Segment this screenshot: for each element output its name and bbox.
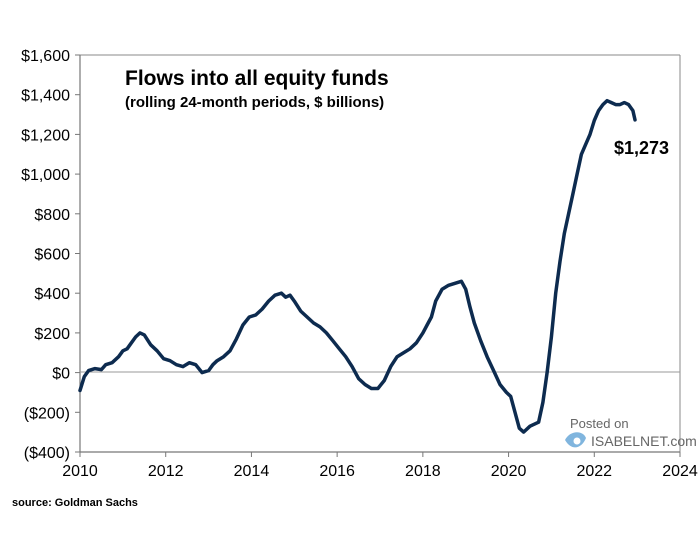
last-value-annotation: $1,273	[614, 138, 669, 158]
y-tick-label: $800	[34, 207, 70, 224]
x-tick-label: 2010	[62, 463, 98, 480]
x-tick-label: 2012	[148, 463, 184, 480]
x-tick-label: 2014	[234, 463, 270, 480]
series-line-equity-flows	[78, 98, 637, 434]
x-axis-ticks: 2010 2012 2014 2016 2018 2020 2022 2024	[62, 452, 698, 480]
x-tick-label: 2024	[662, 463, 698, 480]
y-tick-label: $0	[52, 366, 70, 383]
y-tick-label: ($400)	[24, 445, 70, 462]
chart-subtitle: (rolling 24-month periods, $ billions)	[125, 94, 384, 111]
y-tick-label: ($200)	[24, 405, 70, 422]
y-tick-label: $1,600	[21, 48, 70, 65]
watermark-site-text: ISABELNET.com	[591, 433, 697, 449]
y-tick-label: $1,200	[21, 127, 70, 144]
x-tick-label: 2020	[491, 463, 527, 480]
y-tick-label: $600	[34, 247, 70, 264]
x-tick-label: 2022	[576, 463, 612, 480]
y-tick-label: $1,400	[21, 88, 70, 105]
watermark-posted-text: Posted on	[570, 416, 629, 431]
y-axis-ticks: ($400) ($200) $0 $200 $400 $600 $800 $1,000 $1,2…	[21, 48, 80, 462]
chart-title: Flows into all equity funds	[125, 67, 389, 90]
watermark: Posted on ISABELNET.com	[565, 416, 697, 449]
y-tick-label: $200	[34, 326, 70, 343]
y-tick-label: $1,000	[21, 167, 70, 184]
source-note: source: Goldman Sachs	[12, 497, 138, 509]
y-tick-label: $400	[34, 286, 70, 303]
x-tick-label: 2018	[405, 463, 441, 480]
x-tick-label: 2016	[319, 463, 355, 480]
watermark-logo-icon	[565, 432, 586, 448]
